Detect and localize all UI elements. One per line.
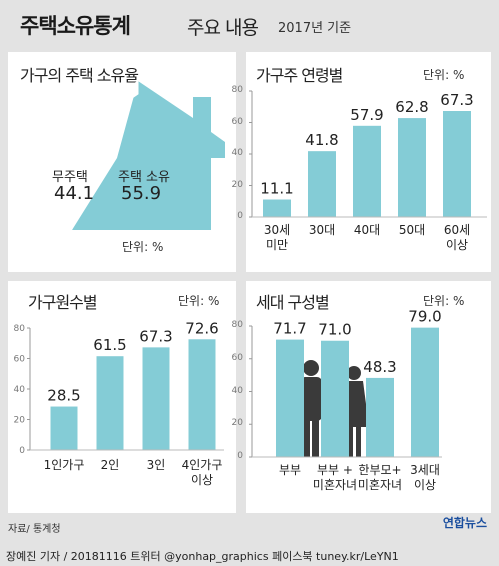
x-tick-label: 미혼자녀	[358, 478, 402, 492]
x-tick-label: 이상	[446, 238, 468, 252]
y-tick-label: 20	[231, 179, 243, 190]
ownership-unit: 단위: %	[122, 240, 164, 254]
data-label: 57.9	[350, 106, 383, 124]
y-tick-label: 60	[231, 352, 243, 363]
bar	[188, 339, 216, 450]
ownership-panel: 가구의 주택 소유율 무주택 44.1 주택 소유 55.9 단위: %	[8, 52, 236, 272]
members-title: 가구원수별	[28, 293, 98, 312]
y-tick-label: 60	[231, 116, 243, 127]
x-tick-label: 60세	[444, 223, 470, 237]
members-panel: 가구원수별 단위: % 28.5 1인가구 61.5 2인 67.3 3인 72.6 4인가구…	[8, 281, 236, 513]
bar	[321, 340, 349, 457]
household-unit: 단위: %	[423, 294, 465, 308]
members-unit: 단위: %	[178, 294, 220, 308]
x-tick-label: 3인	[147, 458, 166, 472]
y-tick-label: 0	[237, 451, 243, 461]
x-tick-label: 이상	[414, 478, 436, 492]
y-tick-label: 20	[231, 418, 243, 429]
y-tick-label: 20	[14, 416, 26, 426]
x-tick-label: 2인	[101, 458, 120, 472]
data-label: 67.3	[440, 91, 473, 109]
bar	[443, 111, 471, 217]
data-label: 71.0	[318, 321, 351, 339]
bar	[398, 118, 426, 217]
bar	[96, 356, 124, 450]
data-label: 11.1	[260, 180, 293, 198]
bar	[276, 339, 304, 457]
x-tick-label: 부부	[279, 463, 301, 477]
data-label: 71.7	[273, 320, 306, 338]
data-label: 28.5	[47, 387, 80, 405]
x-tick-label: 50대	[399, 223, 425, 237]
household-panel: 세대 구성별 단위: % 71.7 부부 71.0 부부 + 미혼자녀 48.3 한부모+ 미…	[246, 281, 491, 513]
x-tick-label: 미만	[266, 238, 288, 252]
y-tick-label: 40	[14, 385, 26, 395]
source-note: 자료/ 통계청	[8, 524, 61, 535]
household-title: 세대 구성별	[256, 293, 330, 312]
age-panel: 가구주 연령별 단위: % 11.1 30세 미만 41.8 30대 57.9 40대 62.…	[246, 52, 491, 272]
own-value: 55.9	[121, 183, 162, 204]
data-label: 62.8	[395, 98, 428, 116]
no-house-value: 44.1	[54, 183, 95, 204]
data-label: 48.3	[363, 358, 396, 376]
credit-text: 장예진 기자 / 20181116 트위터 @yonhap_graphics 페…	[6, 550, 399, 563]
x-tick-label: 4인가구	[182, 458, 223, 472]
own-label: 주택 소유	[118, 170, 170, 185]
data-label: 79.0	[408, 308, 441, 326]
data-label: 67.3	[139, 327, 172, 345]
x-tick-label: 한부모+	[358, 463, 401, 477]
y-tick-label: 40	[231, 385, 243, 396]
page-title: 주택소유통계	[20, 14, 131, 38]
y-tick-label: 0	[237, 211, 243, 221]
x-tick-label: 30대	[309, 223, 335, 237]
footer-credit-bar: 장예진 기자 / 20181116 트위터 @yonhap_graphics 페…	[0, 542, 499, 566]
x-tick-label: 미혼자녀	[313, 478, 357, 492]
ownership-title: 가구의 주택 소유율	[20, 66, 139, 85]
age-unit: 단위: %	[423, 68, 465, 82]
x-tick-label: 30세	[264, 223, 290, 237]
bar	[308, 151, 336, 217]
house-figure	[27, 80, 225, 230]
data-label: 41.8	[305, 131, 338, 149]
x-tick-label: 이상	[191, 473, 213, 487]
x-tick-label: 1인가구	[44, 458, 85, 472]
base-year: 2017년 기준	[278, 21, 352, 36]
bar	[353, 125, 381, 217]
x-tick-label: 40대	[354, 223, 380, 237]
bar	[366, 377, 394, 457]
data-label: 72.6	[185, 319, 218, 337]
bar	[50, 406, 78, 450]
no-house-label: 무주택	[52, 170, 88, 185]
y-tick-label: 80	[231, 85, 243, 95]
bar	[411, 327, 439, 457]
y-tick-label: 40	[231, 148, 243, 158]
y-tick-label: 80	[14, 324, 26, 334]
data-label: 61.5	[93, 336, 126, 354]
x-tick-label: 부부 +	[317, 463, 353, 477]
bar	[142, 347, 170, 450]
y-tick-label: 60	[14, 355, 26, 365]
x-tick-label: 3세대	[410, 463, 440, 477]
yonhap-logo: 연합뉴스	[442, 516, 487, 530]
y-tick-label: 80	[231, 320, 243, 330]
y-tick-label: 0	[19, 446, 25, 456]
bar	[263, 199, 291, 217]
age-title: 가구주 연령별	[256, 66, 343, 85]
page-subtitle: 주요 내용	[187, 17, 259, 39]
